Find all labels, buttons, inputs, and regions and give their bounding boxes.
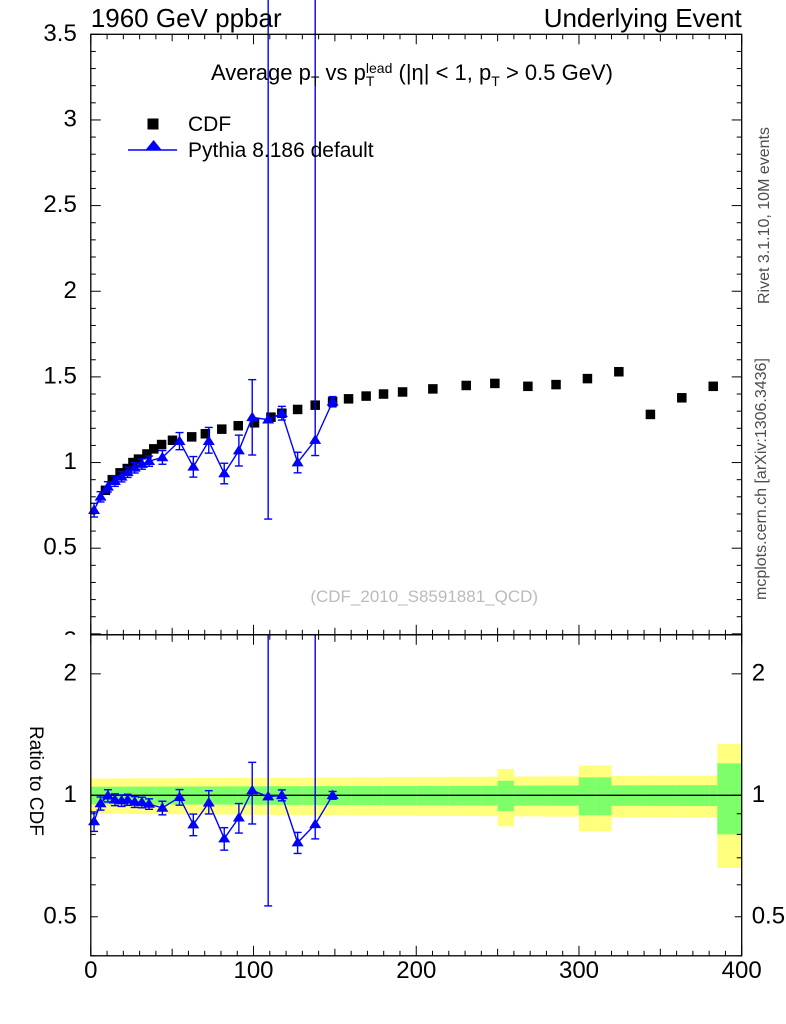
svg-text:0: 0 xyxy=(84,957,97,984)
svg-text:(|η| < 1, p: (|η| < 1, p xyxy=(392,60,491,85)
svg-text:2: 2 xyxy=(63,659,76,686)
svg-text:2: 2 xyxy=(63,277,76,304)
svg-text:> 0.5 GeV): > 0.5 GeV) xyxy=(500,60,613,85)
svg-text:vs p: vs p xyxy=(319,60,365,85)
svg-text:Ratio to CDF: Ratio to CDF xyxy=(25,726,46,836)
svg-text:Average p: Average p xyxy=(211,60,311,85)
svg-text:CDF: CDF xyxy=(188,113,231,136)
svg-text:0.5: 0.5 xyxy=(752,902,785,929)
svg-text:Underlying Event: Underlying Event xyxy=(544,3,743,33)
svg-text:2: 2 xyxy=(752,659,765,686)
svg-text:0.5: 0.5 xyxy=(43,902,76,929)
svg-text:1960 GeV ppbar: 1960 GeV ppbar xyxy=(91,3,282,33)
svg-text:0.5: 0.5 xyxy=(43,534,76,561)
svg-text:1: 1 xyxy=(63,781,76,808)
svg-text:2.5: 2.5 xyxy=(43,191,76,218)
svg-text:(CDF_2010_S8591881_QCD): (CDF_2010_S8591881_QCD) xyxy=(310,587,538,606)
svg-text:1: 1 xyxy=(63,448,76,475)
svg-text:200: 200 xyxy=(396,957,436,984)
svg-text:400: 400 xyxy=(722,957,762,984)
svg-text:100: 100 xyxy=(233,957,273,984)
svg-text:mcplots.cern.ch [arXiv:1306.34: mcplots.cern.ch [arXiv:1306.3436] xyxy=(753,358,770,600)
svg-text:T: T xyxy=(366,73,375,89)
svg-text:300: 300 xyxy=(559,957,599,984)
svg-text:Rivet 3.1.10, 10M events: Rivet 3.1.10, 10M events xyxy=(756,127,773,304)
svg-text:3.5: 3.5 xyxy=(43,20,76,47)
svg-text:1.5: 1.5 xyxy=(43,362,76,389)
svg-text:1: 1 xyxy=(752,781,765,808)
svg-text:Pythia 8.186 default: Pythia 8.186 default xyxy=(188,139,374,162)
svg-text:3: 3 xyxy=(63,106,76,133)
